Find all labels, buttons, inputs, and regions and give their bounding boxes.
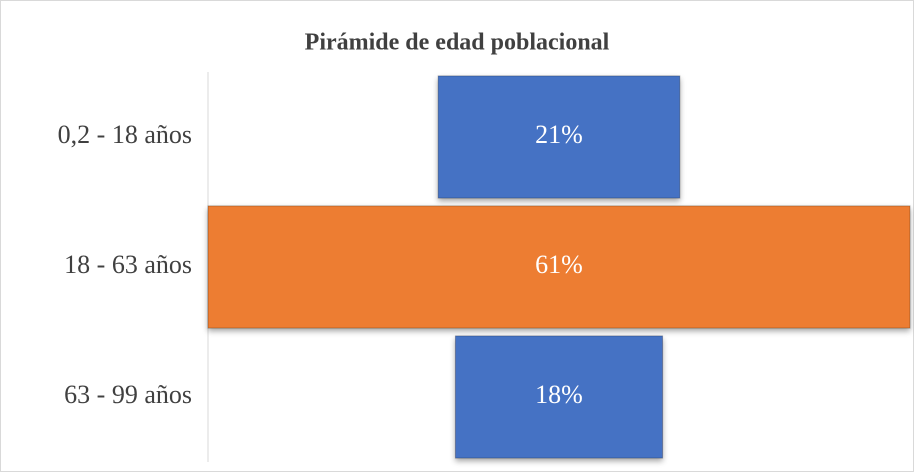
bar	[454, 335, 664, 459]
value-label: 61%	[535, 250, 583, 279]
bar	[437, 75, 681, 199]
category-label: 0,2 - 18 años	[58, 120, 192, 149]
chart-title: Pirámide de edad poblacional	[305, 30, 610, 56]
category-label: 63 - 99 años	[64, 380, 192, 409]
value-label: 18%	[535, 380, 583, 409]
category-label: 18 - 63 años	[64, 250, 192, 279]
value-label: 21%	[535, 120, 583, 149]
bar	[207, 205, 911, 329]
